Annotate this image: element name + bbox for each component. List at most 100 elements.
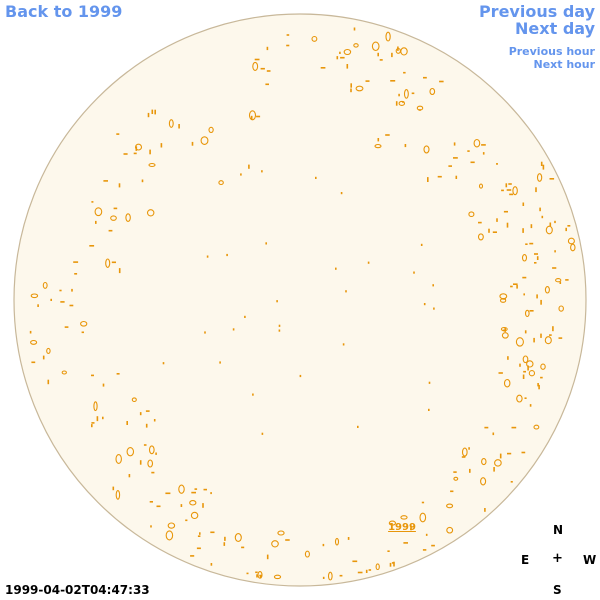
sky-marker xyxy=(540,299,542,305)
timestamp-label: 1999-04-02T04:47:33 xyxy=(5,583,150,597)
sky-marker xyxy=(116,373,120,375)
sky-marker xyxy=(507,356,509,360)
sky-marker xyxy=(552,326,554,332)
sky-marker xyxy=(340,56,345,59)
sky-marker xyxy=(64,326,69,328)
sky-marker xyxy=(537,383,539,387)
sky-marker xyxy=(512,186,518,196)
sky-marker xyxy=(374,143,382,149)
sky-marker xyxy=(385,31,391,42)
sky-marker xyxy=(523,370,526,373)
sky-marker xyxy=(410,525,412,531)
sky-marker xyxy=(311,35,318,42)
sky-marker xyxy=(31,361,36,364)
sky-marker xyxy=(224,536,226,541)
sky-marker xyxy=(147,459,154,468)
sky-marker xyxy=(453,476,459,481)
sky-marker xyxy=(496,218,498,222)
sky-marker xyxy=(540,161,543,166)
sky-marker xyxy=(521,451,526,454)
sky-marker xyxy=(427,177,429,182)
sky-marker xyxy=(80,320,88,327)
sky-marker xyxy=(448,165,452,167)
sky-marker xyxy=(536,256,539,260)
sky-marker xyxy=(516,284,518,289)
sky-marker xyxy=(200,136,209,145)
sky-marker xyxy=(509,193,514,196)
sky-marker xyxy=(196,547,201,550)
sky-marker xyxy=(208,126,214,134)
sky-marker xyxy=(529,404,532,407)
sky-marker xyxy=(60,301,65,303)
sky-marker xyxy=(347,537,350,540)
sky-marker xyxy=(185,519,188,522)
previous-hour-link[interactable]: Previous hour xyxy=(508,45,595,58)
sky-marker xyxy=(95,220,97,224)
sky-marker xyxy=(256,115,261,118)
sky-marker xyxy=(481,144,486,146)
sky-marker xyxy=(265,83,269,86)
sky-marker xyxy=(259,574,262,579)
sky-marker xyxy=(260,67,265,70)
sky-marker xyxy=(240,173,242,176)
sky-marker xyxy=(498,372,503,374)
sky-marker xyxy=(492,432,495,436)
year-link[interactable]: 1999 xyxy=(388,522,416,533)
sky-marker xyxy=(522,276,527,279)
sky-marker xyxy=(450,490,454,493)
sky-marker xyxy=(524,309,530,318)
sky-marker xyxy=(146,209,155,217)
previous-day-link[interactable]: Previous day xyxy=(478,2,595,21)
sky-marker xyxy=(339,51,341,54)
back-to-year-link[interactable]: Back to 1999 xyxy=(5,2,123,21)
sky-marker xyxy=(342,343,345,346)
sky-marker xyxy=(266,46,269,51)
sky-marker xyxy=(133,152,137,155)
sky-marker xyxy=(61,370,67,375)
sky-marker xyxy=(244,315,246,318)
sky-marker xyxy=(377,138,380,142)
sky-marker xyxy=(510,285,513,288)
sky-marker xyxy=(371,41,380,52)
sky-marker xyxy=(530,224,533,229)
sky-marker xyxy=(256,574,258,578)
sky-marker xyxy=(468,447,470,450)
sky-marker xyxy=(167,522,176,529)
sky-marker xyxy=(219,361,221,364)
sky-marker xyxy=(503,378,511,388)
sky-marker xyxy=(252,393,254,396)
sky-marker xyxy=(180,504,183,507)
sky-marker xyxy=(322,576,325,579)
sky-marker xyxy=(467,150,470,152)
sky-marker xyxy=(199,532,201,535)
sky-marker xyxy=(139,412,142,416)
sky-marker xyxy=(315,176,317,179)
sky-marker xyxy=(419,512,427,523)
sky-marker xyxy=(545,225,553,235)
sky-marker xyxy=(91,424,93,428)
sky-marker xyxy=(59,289,62,292)
sky-marker xyxy=(398,93,400,97)
sky-marker xyxy=(266,554,269,560)
sky-marker xyxy=(50,298,52,301)
sky-marker xyxy=(190,555,195,557)
sky-marker xyxy=(232,328,235,331)
sky-marker xyxy=(429,87,436,96)
sky-marker xyxy=(151,109,154,114)
sky-marker xyxy=(542,164,545,170)
sky-marker xyxy=(210,531,215,534)
sky-marker xyxy=(165,492,171,495)
sky-marker xyxy=(388,520,397,526)
sky-marker xyxy=(42,355,45,360)
sky-marker xyxy=(433,307,435,310)
sky-marker xyxy=(128,474,131,478)
sky-marker xyxy=(375,563,380,571)
sky-marker xyxy=(453,142,456,146)
sky-marker xyxy=(521,254,528,262)
sky-marker xyxy=(156,505,161,508)
sky-marker xyxy=(148,445,155,455)
next-hour-link[interactable]: Next hour xyxy=(533,58,596,71)
next-day-link[interactable]: Next day xyxy=(515,19,595,38)
sky-marker xyxy=(453,157,458,159)
sky-marker xyxy=(559,281,562,284)
